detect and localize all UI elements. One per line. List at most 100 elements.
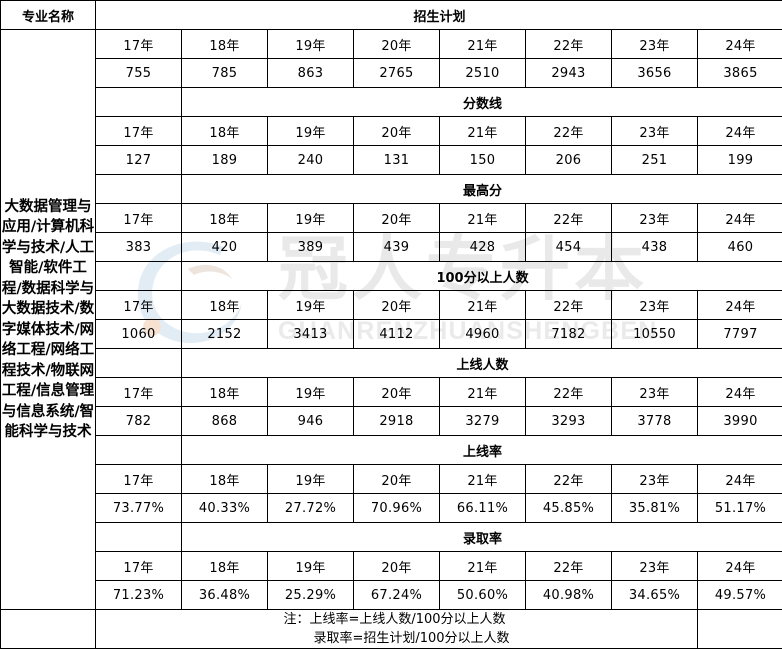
value-cell: 51.17% — [698, 494, 782, 523]
year-header-cell: 20年 — [354, 378, 440, 407]
year-header-cell: 22年 — [526, 291, 612, 320]
major-column-spacer — [96, 523, 182, 552]
section-title: 上线人数 — [182, 349, 782, 378]
section-title-row: 分数线 — [1, 88, 782, 117]
year-header-cell: 19年 — [268, 204, 354, 233]
major-column-header: 专业名称 — [1, 1, 96, 30]
footer-note-cell: 注：上线率=上线人数/100分以上人数录取率=招生计划/100分以上人数 — [96, 610, 698, 649]
footer-blank-cell — [1, 610, 96, 649]
value-cell: 67.24% — [354, 581, 440, 610]
value-cell: 438 — [612, 233, 698, 262]
value-cell: 2943 — [526, 59, 612, 88]
value-cell: 454 — [526, 233, 612, 262]
footer-trailing-blank-cell — [698, 610, 782, 649]
year-header-cell: 21年 — [440, 465, 526, 494]
year-header-cell: 17年 — [96, 465, 182, 494]
value-cell: 206 — [526, 146, 612, 175]
value-cell: 45.85% — [526, 494, 612, 523]
year-header-cell: 19年 — [268, 30, 354, 59]
year-header-cell: 21年 — [440, 552, 526, 581]
year-header-cell: 20年 — [354, 30, 440, 59]
year-header-cell: 23年 — [612, 552, 698, 581]
value-cell: 2510 — [440, 59, 526, 88]
section-title-row: 上线人数 — [1, 349, 782, 378]
value-cell: 4960 — [440, 320, 526, 349]
value-cell: 2918 — [354, 407, 440, 436]
year-header-cell: 18年 — [182, 378, 268, 407]
year-header-cell: 23年 — [612, 291, 698, 320]
major-column-spacer — [96, 262, 182, 291]
value-cell: 73.77% — [96, 494, 182, 523]
value-cell: 40.33% — [182, 494, 268, 523]
year-header-cell: 21年 — [440, 378, 526, 407]
value-cell: 383 — [96, 233, 182, 262]
year-header-cell: 21年 — [440, 117, 526, 146]
year-header-cell: 19年 — [268, 117, 354, 146]
year-header-cell: 20年 — [354, 117, 440, 146]
value-cell: 49.57% — [698, 581, 782, 610]
value-cell: 428 — [440, 233, 526, 262]
value-cell: 2765 — [354, 59, 440, 88]
footer-note-line-1: 注：上线率=上线人数/100分以上人数 — [283, 612, 505, 627]
year-header-cell: 22年 — [526, 30, 612, 59]
section-title-row: 专业名称招生计划 — [1, 1, 782, 30]
value-cell: 35.81% — [612, 494, 698, 523]
value-cell: 70.96% — [354, 494, 440, 523]
year-header-cell: 18年 — [182, 465, 268, 494]
year-header-cell: 20年 — [354, 465, 440, 494]
value-cell: 150 — [440, 146, 526, 175]
value-cell: 1060 — [96, 320, 182, 349]
value-cell: 7182 — [526, 320, 612, 349]
year-header-cell: 20年 — [354, 204, 440, 233]
value-cell: 127 — [96, 146, 182, 175]
year-header-cell: 23年 — [612, 378, 698, 407]
year-header-cell: 23年 — [612, 465, 698, 494]
section-title: 上线率 — [182, 436, 782, 465]
footer-note-line-2: 录取率=招生计划/100分以上人数 — [283, 631, 509, 646]
year-header-cell: 17年 — [96, 30, 182, 59]
value-cell: 3990 — [698, 407, 782, 436]
year-header-cell: 17年 — [96, 117, 182, 146]
major-name-cell: 大数据管理与应用/计算机科学与技术/人工智能/软件工程/数据科学与大数据技术/数… — [1, 30, 96, 610]
value-cell: 460 — [698, 233, 782, 262]
section-title-row: 100分以上人数 — [1, 262, 782, 291]
value-cell: 863 — [268, 59, 354, 88]
year-header-cell: 24年 — [698, 30, 782, 59]
value-cell: 389 — [268, 233, 354, 262]
value-cell: 34.65% — [612, 581, 698, 610]
major-column-spacer — [96, 436, 182, 465]
value-cell: 3656 — [612, 59, 698, 88]
major-column-spacer — [96, 175, 182, 204]
year-header-cell: 24年 — [698, 552, 782, 581]
value-row: 71.23%36.48%25.29%67.24%50.60%40.98%34.6… — [1, 581, 782, 610]
year-header-cell: 23年 — [612, 204, 698, 233]
year-header-cell: 22年 — [526, 552, 612, 581]
year-header-cell: 17年 — [96, 204, 182, 233]
year-header-cell: 18年 — [182, 30, 268, 59]
section-title: 最高分 — [182, 175, 782, 204]
value-row: 73.77%40.33%27.72%70.96%66.11%45.85%35.8… — [1, 494, 782, 523]
value-cell: 2152 — [182, 320, 268, 349]
year-header-cell: 24年 — [698, 204, 782, 233]
value-cell: 7797 — [698, 320, 782, 349]
major-column-spacer — [96, 349, 182, 378]
value-cell: 40.98% — [526, 581, 612, 610]
year-header-cell: 19年 — [268, 465, 354, 494]
year-header-cell: 17年 — [96, 378, 182, 407]
section-title-row: 上线率 — [1, 436, 782, 465]
value-cell: 420 — [182, 233, 268, 262]
section-title: 招生计划 — [96, 1, 782, 30]
year-header-cell: 19年 — [268, 378, 354, 407]
year-header-cell: 23年 — [612, 30, 698, 59]
year-header-cell: 22年 — [526, 204, 612, 233]
value-cell: 27.72% — [268, 494, 354, 523]
value-cell: 189 — [182, 146, 268, 175]
year-header-cell: 18年 — [182, 552, 268, 581]
